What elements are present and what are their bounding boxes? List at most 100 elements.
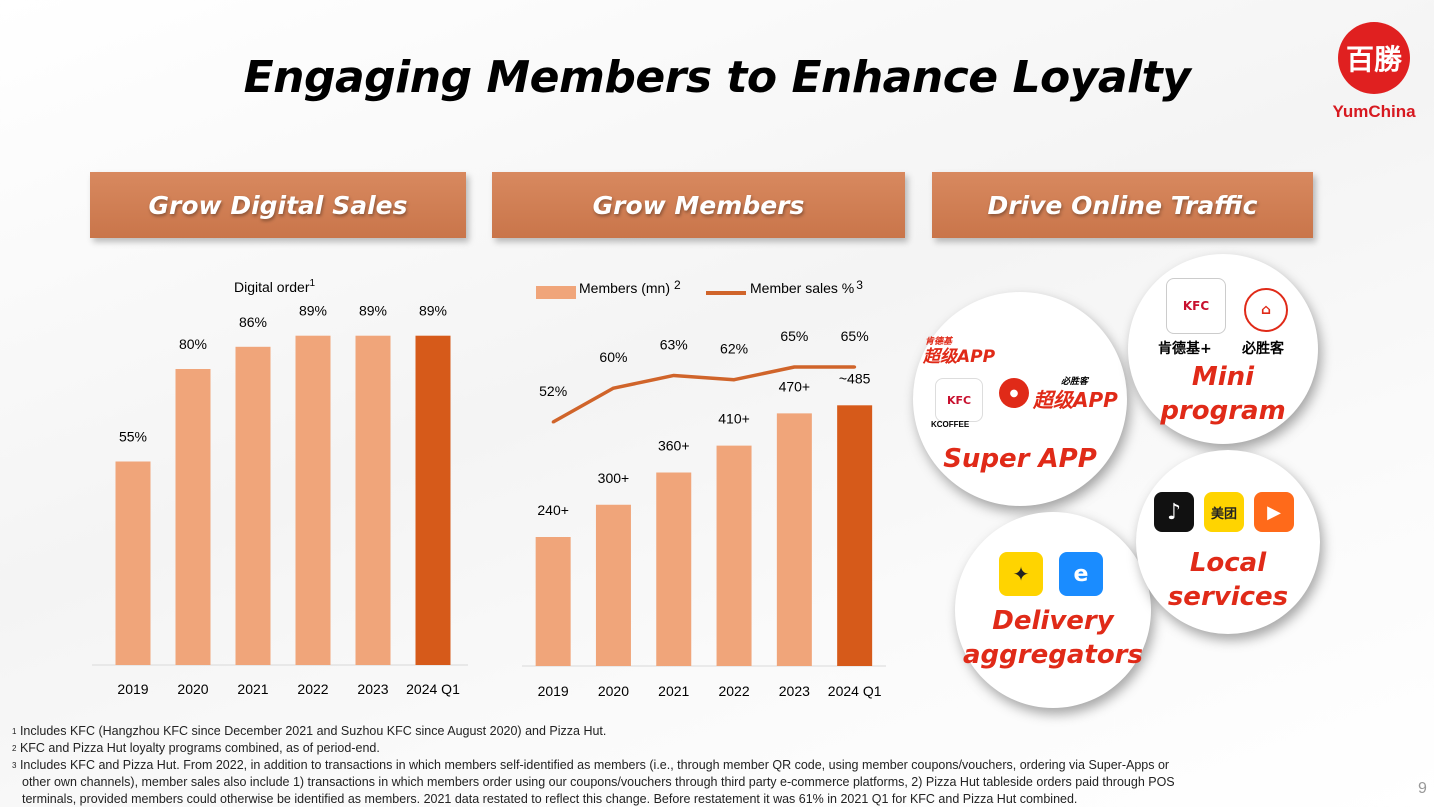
kfc-super-app-text: 超级APP [923,347,996,367]
logo-text: YumChina [1332,102,1416,121]
bar-data-label: 470+ [779,378,811,394]
bar-data-label: ~485 [839,370,871,386]
x-tick-label: 2021 [237,681,268,697]
local-services-label: Local services [1136,546,1320,614]
banner-drive-online-traffic: Drive Online Traffic [932,172,1313,238]
line-point [732,378,736,382]
bar [716,445,752,666]
logo-seal: 百勝 [1338,22,1410,94]
x-tick-label: 2023 [357,681,388,697]
line-data-label: 63% [660,336,688,352]
ph-small-text: 必胜客 [1061,377,1089,387]
footnote-3-cont-2: terminals, provided members could otherw… [22,792,1078,806]
bar [595,504,631,666]
banner-grow-digital-sales: Grow Digital Sales [90,172,466,238]
kfc-icon-text: KFC [946,393,972,407]
bar [776,413,812,666]
members-chart: Members (mn) 2 Member sales % 3 240+ 2019 30… [522,278,886,699]
digital-order-chart: Digital order1 55% 2019 80% 2020 86% 2021 89% 2… [92,278,468,697]
pizza-hut-icon: ● [999,378,1029,408]
footnote-text: Includes KFC and Pizza Hut. From 2022, i… [19,758,1170,772]
x-tick-label: 2021 [658,683,689,699]
mini-program-line2: program [1160,396,1286,426]
legend-line-text: Member sales % [750,280,854,296]
chart-title-sup: 1 [309,278,315,289]
x-tick-label: 2019 [538,683,569,699]
footnotes: 1 Includes KFC (Hangzhou KFC since Decem… [12,723,1372,807]
member-sales-line [552,365,855,424]
super-app-label: Super APP [943,444,1097,474]
bar [295,335,331,665]
bar-data-label: 240+ [537,502,569,518]
bar [656,472,692,666]
line-data-label: 65% [841,328,869,344]
local-line2: services [1167,582,1289,612]
footnote-text: Includes KFC (Hangzhou KFC since Decembe… [19,724,607,738]
legend-line-sup: 3 [856,278,863,292]
kfc-mini-icon: KFC [1166,278,1226,334]
kuaishou-icon: ▶ [1254,492,1294,532]
data-label: 86% [239,314,267,330]
data-label: 89% [359,303,387,319]
data-label: 89% [299,303,327,319]
delivery-line2: aggregators [963,640,1143,670]
x-tick-label: 2023 [779,683,810,699]
x-tick-label: 2024 Q1 [406,681,460,697]
footnote-2: 2 KFC and Pizza Hut loyalty programs com… [12,740,1372,757]
data-label: 80% [179,336,207,352]
line-data-label: 60% [599,349,627,365]
bar [837,405,873,666]
legend-bar-text: Members (mn) [579,280,670,296]
banner-grow-members: Grow Members [492,172,905,238]
delivery-line1: Delivery [992,606,1114,636]
kfc-mini-icon-text: KFC [1182,299,1210,313]
kcoffee-text: KCOFFEE [931,420,970,429]
line-data-label: 65% [780,328,808,344]
bar [535,537,571,666]
line-point [792,365,796,369]
x-tick-label: 2020 [177,681,208,697]
mini-program-line1: Mini [1191,362,1255,392]
kfc-super-app-logo: 肯德基 超级APP [923,337,996,367]
eleme-icon: e [1059,552,1103,596]
bar [415,335,451,665]
data-label: 89% [419,303,447,319]
legend-bar-label: Members (mn) 2 [579,278,681,296]
legend-line-label: Member sales % 3 [750,278,863,296]
line-point [672,373,676,377]
footnote-3: 3 Includes KFC and Pizza Hut. From 2022,… [12,757,1372,774]
legend-bar-sup: 2 [674,278,681,292]
bar-data-label: 300+ [598,470,630,486]
meituan-icon: 美团 [1204,492,1244,532]
bar-data-label: 360+ [658,438,690,454]
footnote-1: 1 Includes KFC (Hangzhou KFC since Decem… [12,723,1372,740]
line-data-label: 62% [720,341,748,357]
yumchina-logo: 百勝 YumChina [1324,22,1424,122]
meituan-icon-text: 美团 [1210,506,1237,522]
line-data-label: 52% [539,383,567,399]
x-tick-label: 2024 Q1 [828,683,882,699]
meituan-delivery-icon: ✦ [999,552,1043,596]
pizza-hut-mini-icon: ⌂ [1244,288,1288,332]
local-line1: Local [1189,548,1267,578]
local-services-bubble: ♪ 美团 ▶ Local services [1136,450,1320,634]
footnote-num: 1 [12,727,17,736]
footnote-num: 2 [12,744,17,753]
footnote-num: 3 [12,761,17,770]
douyin-icon: ♪ [1154,492,1194,532]
line-point [551,420,555,424]
x-tick-label: 2019 [117,681,148,697]
pizza-hut-super-app-logo: 必胜客 超级APP [1033,377,1118,413]
bar [115,461,151,665]
bar-data-label: 410+ [718,411,750,427]
bar [355,335,391,665]
legend-bar-swatch [536,286,576,299]
mini-program-label: Mini program [1128,360,1318,428]
kfc-small-text: 肯德基 [925,337,953,347]
kfc-mini-name: 肯德基+ [1158,341,1212,357]
mini-program-bubble: KFC 肯德基+ ⌂ 必胜客 Mini program [1128,254,1318,444]
data-label: 55% [119,429,147,445]
x-tick-label: 2020 [598,683,629,699]
line-point [853,365,857,369]
footnote-3-cont-1: other own channels), member sales also i… [22,775,1175,789]
